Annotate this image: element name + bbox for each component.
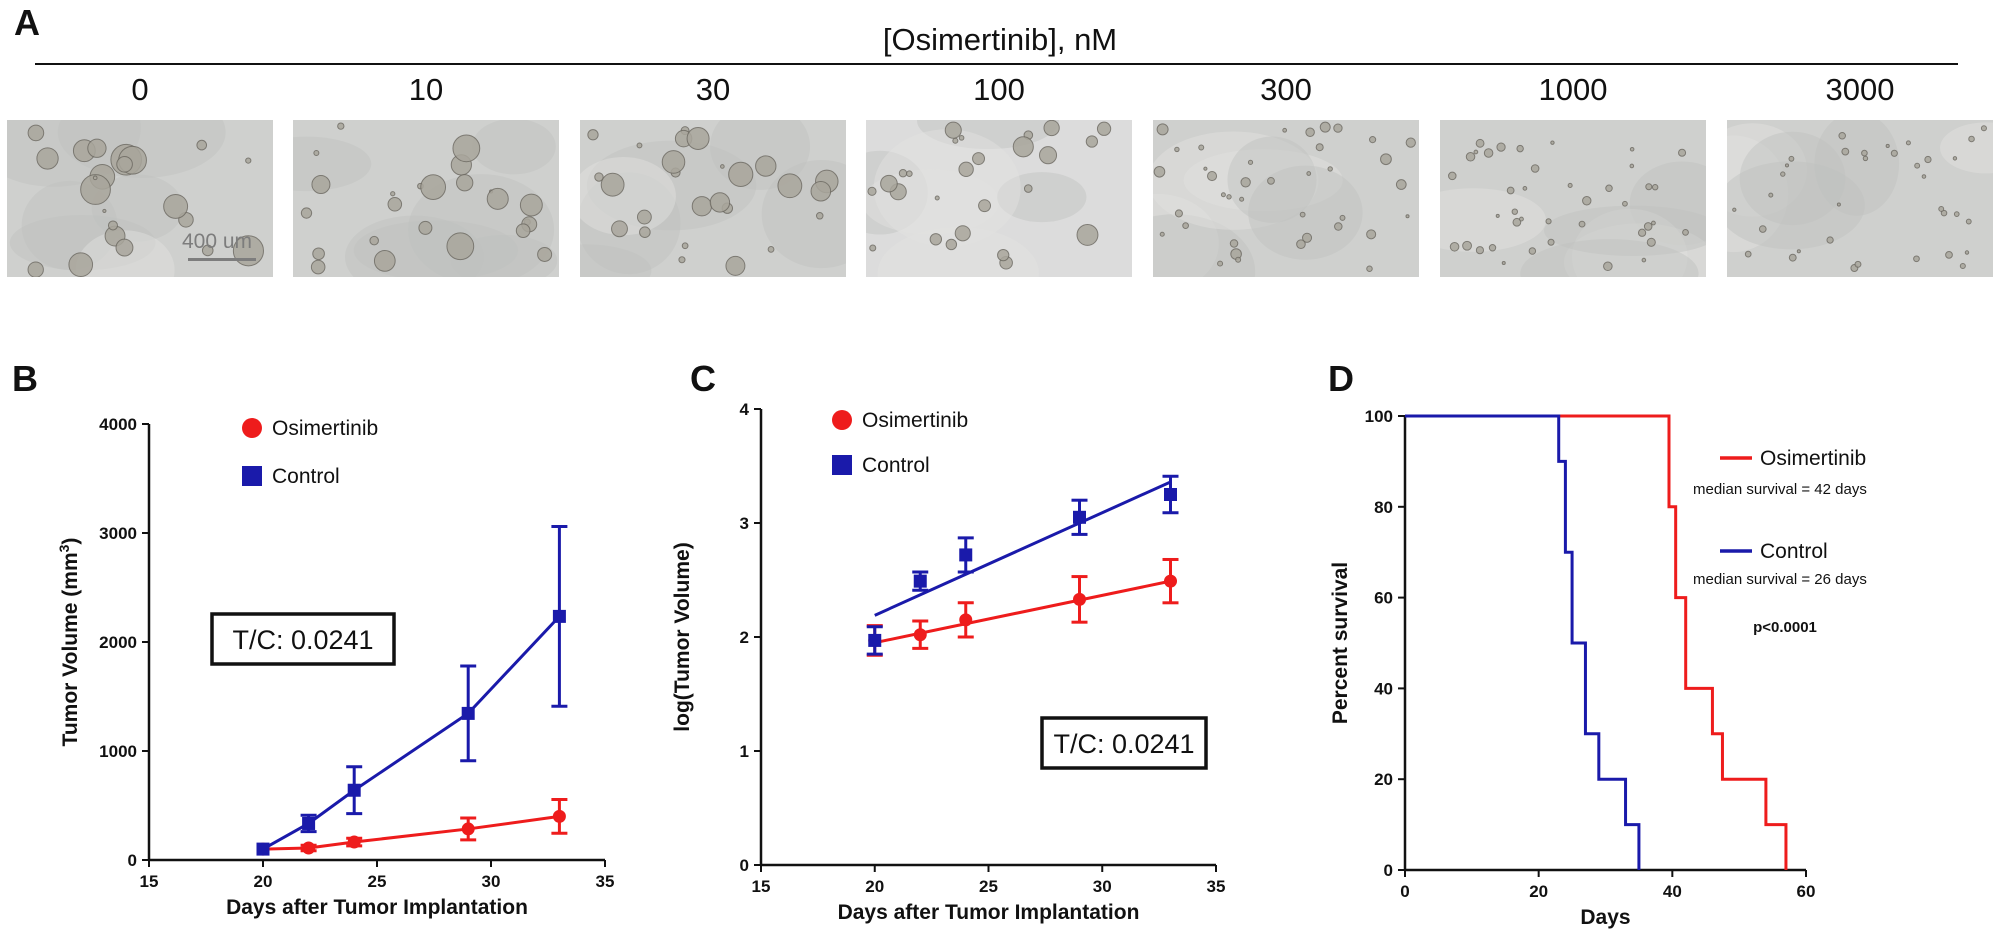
y-tick-label-c: 4: [740, 400, 750, 419]
dose-label-1000: 1000: [1538, 72, 1608, 107]
dose-label-100: 100: [973, 72, 1025, 107]
point-osimertinib-c: [1073, 592, 1086, 606]
median-survival-osimertinib: median survival = 42 days: [1693, 481, 1867, 498]
x-tick-label-b: 30: [482, 872, 501, 891]
panel-a-title: [Osimertinib], nM: [882, 22, 1118, 57]
panel-letter-d: D: [1328, 358, 1354, 399]
p-value: p<0.0001: [1753, 619, 1817, 636]
legend-marker-osimertinib-b: [242, 418, 262, 438]
point-osimertinib-c: [1164, 574, 1177, 588]
tc-annotation-c: T/C: 0.0241: [1053, 729, 1194, 759]
micrograph-1000: [1440, 120, 1706, 277]
point-control-c: [913, 574, 927, 588]
point-control-c: [959, 548, 973, 562]
point-osimertinib-c: [913, 628, 927, 642]
point-control-b: [256, 842, 270, 856]
panel-a-divider: [35, 63, 1958, 65]
legend-label-osimertinib-b: Osimertinib: [272, 417, 378, 440]
tc-annotation-b: T/C: 0.0241: [232, 625, 373, 655]
micrograph-3000: [1727, 120, 1993, 277]
x-tick-label-c: 30: [1093, 877, 1112, 896]
y-tick-label-d: 80: [1374, 498, 1393, 517]
x-tick-label-b: 35: [596, 872, 615, 891]
y-tick-label-d: 60: [1374, 589, 1393, 608]
x-tick-label-b: 15: [140, 872, 159, 891]
point-osimertinib-b: [347, 835, 361, 849]
legend-marker-control-b: [242, 466, 262, 486]
dose-label-30: 30: [695, 72, 731, 107]
survival-curve-control: [1405, 414, 1641, 870]
tc-box-c: [1040, 716, 1208, 770]
x-tick-label-d: 0: [1400, 882, 1409, 901]
y-tick-label-c: 1: [740, 742, 749, 761]
scale-bar: [188, 258, 256, 261]
y-axis-label-b: Tumor Volume (mm3): [56, 538, 82, 747]
y-tick-label-b: 4000: [99, 415, 137, 434]
x-tick-label-c: 25: [979, 877, 998, 896]
point-osimertinib-b: [461, 822, 475, 836]
tc-box-b: [210, 612, 396, 666]
point-osimertinib-c: [959, 613, 973, 627]
y-tick-label-d: 100: [1365, 407, 1393, 426]
panel-letter-b: B: [12, 358, 38, 399]
legend-label-control: Control: [1760, 540, 1828, 563]
x-axis-label-c: Days after Tumor Implantation: [838, 901, 1140, 924]
y-tick-label-b: 1000: [99, 742, 137, 761]
x-tick-label-b: 20: [254, 872, 273, 891]
point-control-b: [347, 783, 361, 797]
point-control-b: [552, 609, 566, 623]
y-axis-label-c: log(Tumor Volume): [671, 542, 694, 731]
legend-label-control-c: Control: [862, 454, 930, 477]
y-axis-label-d: Percent survival: [1329, 562, 1352, 724]
point-control-c: [868, 633, 882, 647]
y-tick-label-d: 0: [1384, 861, 1393, 880]
x-tick-label-d: 20: [1529, 882, 1548, 901]
legend-label-osimertinib-c: Osimertinib: [862, 409, 968, 432]
y-tick-label-b: 2000: [99, 633, 137, 652]
panel-letter-c: C: [690, 358, 716, 399]
point-osimertinib-b: [302, 841, 316, 855]
x-tick-label-c: 20: [865, 877, 884, 896]
legend-label-control-b: Control: [272, 465, 340, 488]
point-control-c: [1164, 488, 1177, 501]
y-tick-label-d: 40: [1374, 679, 1393, 698]
point-control-b: [302, 816, 316, 830]
dose-label-3000: 3000: [1825, 72, 1895, 107]
x-tick-label-d: 40: [1663, 882, 1682, 901]
y-tick-label-b: 0: [128, 851, 137, 870]
dose-label-10: 10: [408, 72, 444, 107]
x-tick-label-c: 35: [1207, 877, 1226, 896]
median-survival-control: median survival = 26 days: [1693, 571, 1867, 588]
micrograph-10: [293, 120, 559, 277]
point-osimertinib-b: [552, 809, 566, 823]
y-tick-label-c: 3: [740, 514, 749, 533]
micrograph-30: [580, 120, 846, 277]
legend-marker-osimertinib-c: [832, 410, 852, 430]
scale-bar-label: 400 um: [182, 230, 253, 253]
y-tick-label-d: 20: [1374, 770, 1393, 789]
legend-marker-control-c: [832, 455, 852, 475]
y-tick-label-b: 3000: [99, 524, 137, 543]
dose-label-0: 0: [131, 72, 149, 107]
panel-letter-a: A: [14, 2, 40, 43]
x-axis-label-d: Days: [1580, 906, 1630, 929]
point-control-b: [461, 706, 475, 720]
x-tick-label-b: 25: [368, 872, 387, 891]
point-control-c: [1073, 510, 1086, 524]
micrograph-0: [7, 120, 273, 277]
dose-label-300: 300: [1260, 72, 1312, 107]
y-tick-label-c: 0: [740, 856, 749, 875]
fit-line-control-c: [874, 480, 1172, 617]
legend-label-osimertinib: Osimertinib: [1760, 447, 1866, 470]
x-tick-label-c: 15: [752, 877, 771, 896]
micrograph-300: [1153, 120, 1419, 277]
x-tick-label-d: 60: [1797, 882, 1816, 901]
micrograph-100: [866, 120, 1132, 277]
x-axis-label-b: Days after Tumor Implantation: [226, 896, 528, 919]
y-tick-label-c: 2: [740, 628, 749, 647]
survival-curve-osimertinib: [1405, 414, 1788, 870]
